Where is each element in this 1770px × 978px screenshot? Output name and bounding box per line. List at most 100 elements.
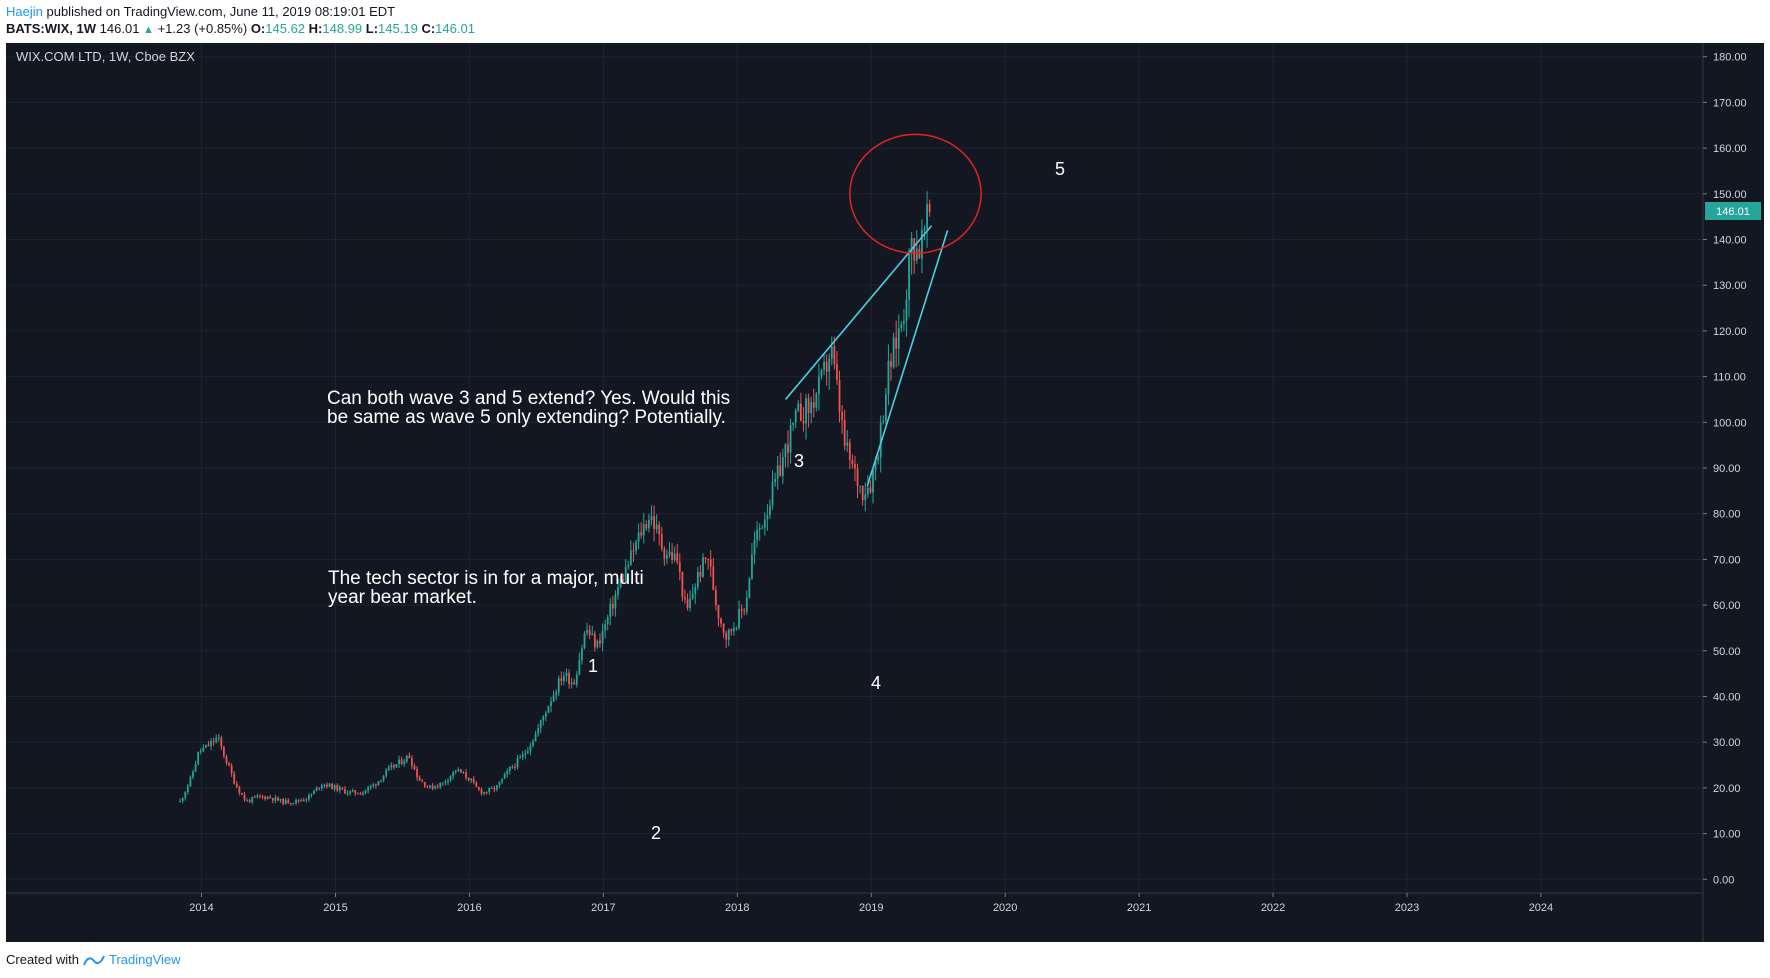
candle-body: [511, 767, 514, 769]
wave-4-label[interactable]: 4: [871, 673, 881, 693]
candle-body: [797, 403, 800, 411]
candle-body: [830, 346, 833, 359]
time-tick-label: 2022: [1261, 902, 1285, 914]
candle-body: [367, 787, 370, 791]
time-tick-label: 2019: [859, 902, 883, 914]
candle-body: [235, 783, 238, 788]
candle-body: [583, 633, 586, 649]
wave-5-circle[interactable]: [849, 133, 982, 254]
candle-body: [887, 360, 890, 395]
candle-body: [552, 694, 555, 702]
candle-body: [233, 773, 236, 784]
note-1-line-2[interactable]: be same as wave 5 only extending? Potent…: [327, 407, 726, 428]
candle-body: [544, 713, 547, 717]
price-axis[interactable]: 0.00 10.00 20.00 30.00 40.00 50.00 60.00 70.00 8…: [1703, 52, 1747, 887]
trendlines[interactable]: [784, 225, 949, 487]
time-tick-label: 2016: [457, 902, 481, 914]
candle-body: [411, 758, 413, 766]
candle-body: [297, 800, 300, 802]
wave-3-label[interactable]: 3: [794, 451, 804, 471]
candle-body: [704, 557, 707, 559]
candle-body: [300, 800, 303, 802]
note-1-line-1[interactable]: Can both wave 3 and 5 extend? Yes. Would…: [327, 388, 730, 409]
candle-body: [532, 741, 534, 746]
candle-body: [915, 248, 918, 261]
wave-5-label[interactable]: 5: [1055, 159, 1065, 179]
candle-body: [879, 422, 882, 458]
price-chart[interactable]: 0.00 10.00 20.00 30.00 40.00 50.00 60.00 70.00 8…: [6, 43, 1764, 942]
candle-body: [400, 759, 403, 764]
annotation-circle[interactable]: [849, 133, 982, 254]
open-label: O:: [250, 21, 266, 36]
candle-body: [452, 771, 455, 776]
up-arrow-icon: ▲: [143, 24, 154, 36]
candle-body: [722, 623, 725, 633]
note-2-line-2[interactable]: year bear market.: [328, 587, 477, 608]
trendline[interactable]: [784, 225, 933, 400]
candle-body: [658, 524, 661, 535]
candle-body: [884, 394, 887, 421]
candle-body: [382, 775, 385, 781]
time-axis[interactable]: 2014 2015 2016 2017 2018 2019 2020 2021 2022 2023…: [189, 893, 1553, 914]
candle-body: [405, 755, 408, 762]
candle-body: [444, 781, 447, 783]
candle-body: [302, 800, 305, 802]
candle-body: [725, 632, 728, 640]
candle-body: [202, 747, 205, 751]
candle-body: [910, 238, 913, 254]
candle-body: [354, 790, 357, 794]
candle-body: [372, 784, 375, 786]
candle-body: [846, 442, 849, 446]
time-tick-label: 2023: [1395, 902, 1419, 914]
candle-body: [882, 420, 885, 423]
candle-body: [295, 800, 297, 804]
candle-body: [454, 770, 457, 772]
candle-body: [186, 785, 189, 793]
note-2-line-1[interactable]: The tech sector is in for a major, multi: [328, 568, 644, 589]
candle-body: [274, 797, 277, 801]
trendline[interactable]: [866, 230, 949, 487]
candle-body: [588, 629, 591, 635]
candle-body: [702, 557, 704, 577]
time-tick-label: 2014: [189, 902, 213, 914]
candle-body: [457, 769, 460, 771]
candle-body: [668, 551, 671, 555]
candle-body: [447, 780, 449, 782]
price-tick-label: 140.00: [1713, 235, 1747, 247]
candle-body: [550, 701, 552, 707]
candle-body: [498, 781, 501, 786]
price-tick-label: 160.00: [1713, 143, 1747, 155]
candle-body: [645, 524, 648, 529]
author-link[interactable]: Haejin: [6, 4, 43, 19]
candle-body: [238, 787, 241, 793]
candle-body: [720, 618, 722, 624]
candle-body: [753, 540, 756, 555]
candle-body: [743, 610, 746, 612]
candle-body: [542, 716, 545, 721]
candle-body: [189, 777, 192, 786]
wave-1-label[interactable]: 1: [588, 656, 598, 676]
candle-body: [493, 787, 496, 790]
candle-body: [691, 593, 694, 599]
candle-body: [696, 571, 699, 588]
time-tick-label: 2018: [725, 902, 749, 914]
candle-body: [707, 558, 710, 560]
candle-body: [787, 444, 789, 453]
open-value: 145.62: [265, 21, 306, 36]
candle-body: [217, 737, 220, 739]
grid: [6, 43, 1703, 893]
candle-body: [246, 800, 248, 802]
candle-body: [310, 794, 313, 796]
candle-body: [632, 550, 635, 552]
candle-body: [215, 738, 218, 743]
candle-body: [308, 795, 310, 800]
candle-body: [346, 793, 349, 795]
candle-body: [441, 782, 444, 784]
tradingview-link[interactable]: TradingView: [83, 952, 181, 967]
chart-panel[interactable]: 0.00 10.00 20.00 30.00 40.00 50.00 60.00 70.00 8…: [6, 43, 1764, 942]
candle-body: [627, 565, 630, 567]
candle-body: [763, 519, 766, 528]
candle-body: [748, 578, 751, 598]
wave-2-label[interactable]: 2: [651, 823, 661, 843]
price-tick-label: 130.00: [1713, 280, 1747, 292]
